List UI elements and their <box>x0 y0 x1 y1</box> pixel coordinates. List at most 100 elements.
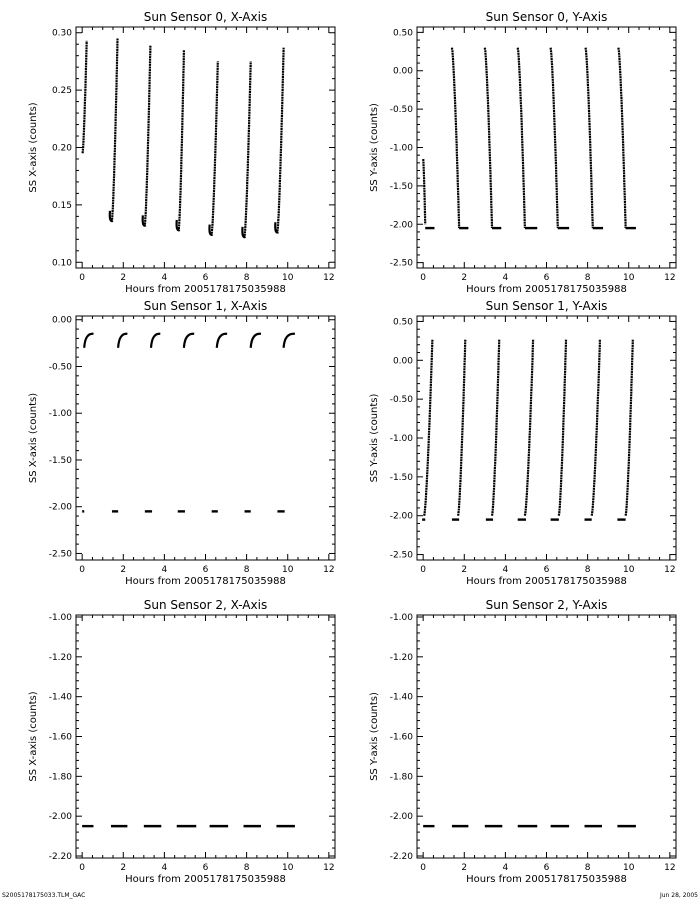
x-tick-label: 8 <box>244 863 250 873</box>
x-tick-label: 10 <box>282 565 294 575</box>
data-curve <box>557 339 568 516</box>
chart-title: Sun Sensor 1, X-Axis <box>144 299 267 313</box>
data-curve <box>143 45 152 225</box>
y-tick-label: -2.00 <box>390 220 414 230</box>
x-tick-label: 4 <box>162 863 168 873</box>
x-tick-label: 12 <box>323 863 334 873</box>
data-hook <box>175 219 181 232</box>
data-curve <box>617 47 627 229</box>
y-axis-label: SS Y-axis (counts) <box>369 103 380 192</box>
data-curve <box>177 49 185 230</box>
x-tick-label: 4 <box>503 565 509 575</box>
x-tick-label: 2 <box>461 273 467 283</box>
y-tick-label: -1.00 <box>390 613 414 623</box>
y-tick-label: -1.80 <box>390 772 414 782</box>
data-curve <box>584 47 594 229</box>
data-curve <box>422 158 427 225</box>
chart-title: Sun Sensor 2, X-Axis <box>144 598 267 612</box>
data-arc <box>83 332 94 348</box>
x-tick-label: 2 <box>120 273 126 283</box>
y-tick-label: 0.15 <box>52 201 72 211</box>
x-tick-label: 0 <box>420 863 426 873</box>
data-curve <box>624 339 634 516</box>
data-hook <box>208 224 214 236</box>
y-tick-label: 0.25 <box>52 86 72 96</box>
plot-frame <box>75 26 336 269</box>
x-tick-label: 8 <box>585 863 591 873</box>
y-tick-label: -0.50 <box>390 395 414 405</box>
x-axis-label: Hours from 2005178175035988 <box>125 284 286 295</box>
y-tick-label: -2.50 <box>390 259 414 269</box>
x-tick-label: 6 <box>544 863 550 873</box>
y-tick-label: -1.20 <box>49 653 73 663</box>
y-tick-label: -2.20 <box>49 852 73 862</box>
data-curve <box>549 47 559 229</box>
y-tick-label: 0.50 <box>393 28 413 38</box>
y-tick-label: -1.50 <box>390 473 414 483</box>
x-axis-label: Hours from 2005178175035988 <box>466 284 627 295</box>
data-curve <box>590 339 601 516</box>
x-tick-label: 10 <box>282 863 294 873</box>
x-tick-label: 2 <box>120 565 126 575</box>
x-tick-label: 10 <box>623 863 635 873</box>
x-tick-label: 8 <box>585 565 591 575</box>
y-tick-label: -1.00 <box>390 434 414 444</box>
chart-title: Sun Sensor 2, Y-Axis <box>486 598 608 612</box>
data-arc <box>149 332 161 348</box>
x-tick-label: 10 <box>282 273 294 283</box>
data-curve <box>423 339 434 516</box>
x-axis-label: Hours from 2005178175035988 <box>125 874 286 885</box>
footer-date: Jun 28, 2005 <box>659 892 698 899</box>
y-tick-label: 0.10 <box>52 258 72 268</box>
y-tick-label: -1.60 <box>49 733 73 743</box>
x-tick-label: 8 <box>585 273 591 283</box>
y-tick-label: 0.00 <box>393 356 413 366</box>
y-tick-label: -2.00 <box>49 503 73 513</box>
x-tick-label: 4 <box>162 273 168 283</box>
x-tick-label: 10 <box>623 565 635 575</box>
data-arc <box>215 332 228 348</box>
x-tick-label: 0 <box>79 565 85 575</box>
x-tick-label: 4 <box>503 863 509 873</box>
y-tick-label: -2.00 <box>49 812 73 822</box>
y-tick-label: -1.60 <box>390 733 414 743</box>
data-series <box>422 339 634 521</box>
data-curve <box>457 339 467 516</box>
y-tick-label: -2.00 <box>390 812 414 822</box>
chart-panel-4: Sun Sensor 2, X-Axis 0 2 4 6 8 10 12 -1.00 -1.20 -… <box>28 598 336 885</box>
x-tick-label: 8 <box>244 273 250 283</box>
x-tick-label: 12 <box>664 565 675 575</box>
x-tick-label: 6 <box>203 273 209 283</box>
x-tick-label: 4 <box>503 273 509 283</box>
plot-frame <box>75 614 336 859</box>
data-curve <box>450 47 461 229</box>
plot-frame <box>75 315 336 561</box>
y-tick-label: -1.00 <box>390 144 414 154</box>
x-tick-label: 2 <box>120 863 126 873</box>
data-series <box>82 332 296 513</box>
chart-title: Sun Sensor 0, X-Axis <box>144 10 267 24</box>
footer-filename: S2005178175033.TLM_GAC <box>2 892 86 899</box>
y-tick-label: 0.20 <box>52 144 72 154</box>
y-tick-label: -1.50 <box>49 456 73 466</box>
data-hook <box>108 210 114 223</box>
x-tick-label: 0 <box>420 273 426 283</box>
data-series <box>81 38 285 239</box>
y-tick-label: -1.00 <box>49 409 73 419</box>
y-axis-label: SS X-axis (counts) <box>28 102 39 192</box>
y-tick-label: -1.50 <box>390 182 414 192</box>
data-curve <box>243 61 252 237</box>
x-tick-label: 2 <box>461 565 467 575</box>
x-axis-label: Hours from 2005178175035988 <box>466 874 627 885</box>
x-tick-label: 6 <box>544 273 550 283</box>
y-tick-label: -0.50 <box>390 105 414 115</box>
y-axis-label: SS X-axis (counts) <box>28 393 39 483</box>
y-tick-label: -0.50 <box>49 362 73 372</box>
chart-panel-2: Sun Sensor 1, X-Axis 0 2 4 6 8 10 12 0.00 -0.50 -1… <box>28 299 336 587</box>
data-curve <box>483 47 494 229</box>
x-axis-label: Hours from 2005178175035988 <box>466 576 627 587</box>
y-tick-label: -1.40 <box>390 693 414 703</box>
data-curve <box>81 40 88 154</box>
y-tick-label: -1.20 <box>390 653 414 663</box>
